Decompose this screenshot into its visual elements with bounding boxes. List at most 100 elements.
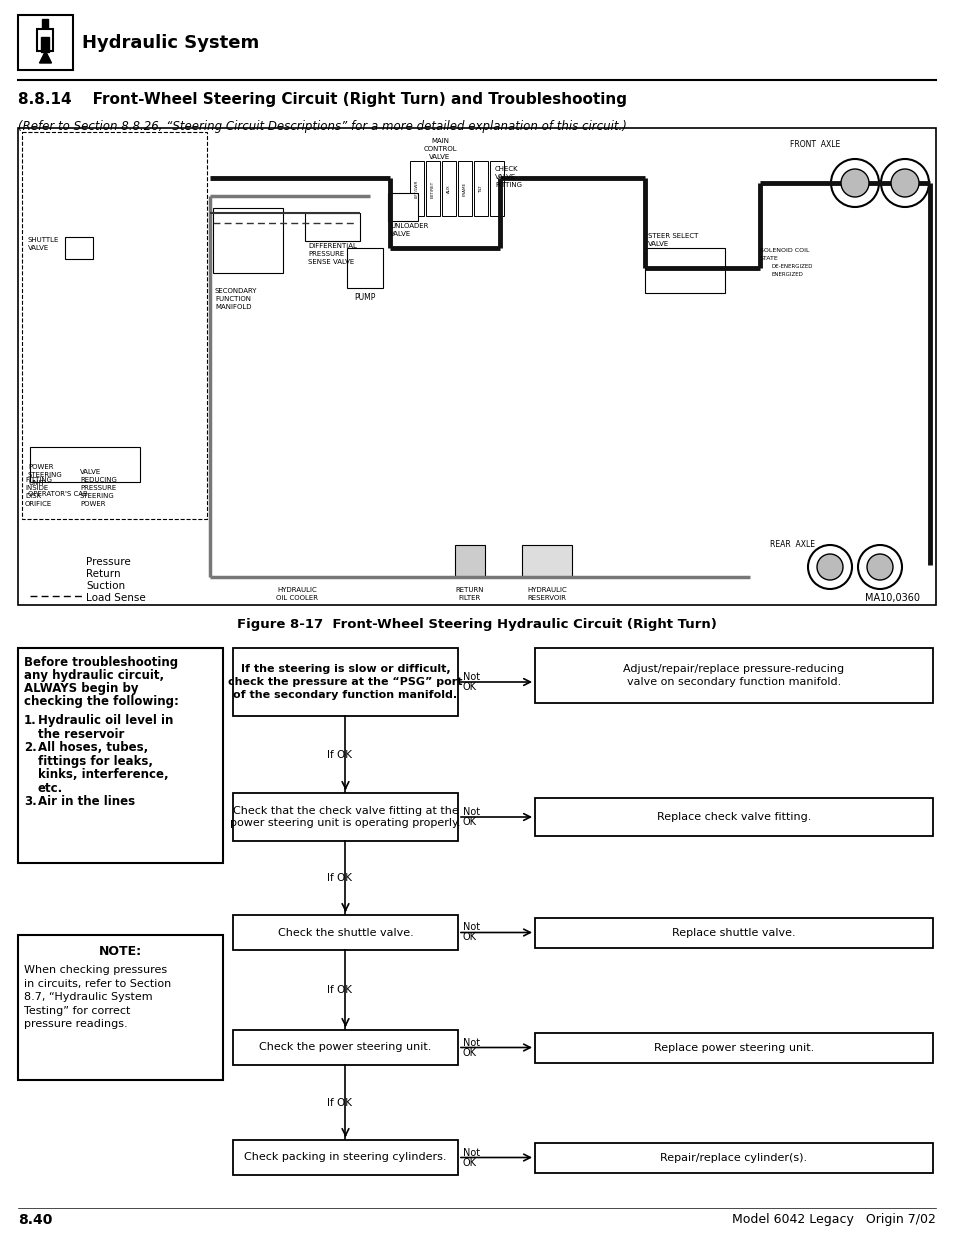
Text: VALVE: VALVE bbox=[80, 469, 101, 475]
Text: CONTROL: CONTROL bbox=[423, 146, 456, 152]
Text: SECONDARY: SECONDARY bbox=[214, 288, 257, 294]
FancyBboxPatch shape bbox=[490, 161, 503, 216]
Text: OPERATOR'S CAB: OPERATOR'S CAB bbox=[28, 492, 88, 496]
FancyBboxPatch shape bbox=[213, 207, 283, 273]
Text: UNIT: UNIT bbox=[28, 480, 45, 487]
FancyBboxPatch shape bbox=[535, 1032, 932, 1063]
Text: VALVE: VALVE bbox=[647, 241, 669, 247]
FancyBboxPatch shape bbox=[18, 15, 73, 70]
Text: If OK: If OK bbox=[327, 1098, 352, 1108]
Text: Replace shuttle valve.: Replace shuttle valve. bbox=[672, 927, 795, 939]
FancyBboxPatch shape bbox=[233, 793, 457, 841]
FancyBboxPatch shape bbox=[233, 915, 457, 950]
Text: FITTING: FITTING bbox=[495, 182, 521, 188]
Text: 1.: 1. bbox=[24, 714, 37, 727]
Text: Hydraulic System: Hydraulic System bbox=[82, 33, 259, 52]
FancyBboxPatch shape bbox=[388, 193, 417, 221]
FancyBboxPatch shape bbox=[18, 935, 223, 1079]
Text: MANIFOLD: MANIFOLD bbox=[214, 304, 252, 310]
Text: DE-ENERGIZED: DE-ENERGIZED bbox=[771, 264, 813, 269]
FancyBboxPatch shape bbox=[644, 248, 724, 293]
Text: If OK: If OK bbox=[327, 750, 352, 760]
Text: Check the power steering unit.: Check the power steering unit. bbox=[259, 1042, 432, 1052]
Circle shape bbox=[807, 545, 851, 589]
Text: RESERVOIR: RESERVOIR bbox=[527, 595, 566, 601]
Text: valve on secondary function manifold.: valve on secondary function manifold. bbox=[626, 677, 841, 687]
Circle shape bbox=[890, 169, 918, 198]
Text: VALVE: VALVE bbox=[495, 174, 516, 180]
Text: DIFFERENTIAL: DIFFERENTIAL bbox=[308, 243, 356, 249]
Text: OK: OK bbox=[462, 682, 476, 692]
FancyBboxPatch shape bbox=[30, 447, 140, 482]
Text: UNLOADER: UNLOADER bbox=[390, 224, 428, 228]
Bar bbox=[37, 28, 53, 51]
Text: of the secondary function manifold.: of the secondary function manifold. bbox=[233, 690, 457, 700]
FancyBboxPatch shape bbox=[305, 212, 359, 241]
Text: PRESSURE: PRESSURE bbox=[80, 485, 116, 492]
Text: Not: Not bbox=[462, 923, 479, 932]
Text: CHECK: CHECK bbox=[495, 165, 518, 172]
Bar bbox=[760, 272, 767, 277]
Text: fittings for leaks,: fittings for leaks, bbox=[38, 755, 152, 767]
Bar bbox=[283, 545, 289, 577]
Circle shape bbox=[857, 545, 901, 589]
Text: Suction: Suction bbox=[86, 580, 125, 592]
Text: Adjust/repair/replace pressure-reducing: Adjust/repair/replace pressure-reducing bbox=[622, 664, 843, 674]
Text: Check the shuttle valve.: Check the shuttle valve. bbox=[277, 927, 413, 937]
Text: STATE: STATE bbox=[760, 256, 778, 261]
Text: Check packing in steering cylinders.: Check packing in steering cylinders. bbox=[244, 1152, 446, 1162]
Text: If the steering is slow or difficult,: If the steering is slow or difficult, bbox=[240, 664, 450, 674]
Text: OK: OK bbox=[462, 932, 476, 942]
Text: ORIFICE: ORIFICE bbox=[25, 501, 52, 508]
Text: TILT: TILT bbox=[478, 185, 482, 193]
Text: Not: Not bbox=[462, 1147, 479, 1157]
Text: INSIDE: INSIDE bbox=[25, 485, 49, 492]
Text: Figure 8-17  Front-Wheel Steering Hydraulic Circuit (Right Turn): Figure 8-17 Front-Wheel Steering Hydraul… bbox=[236, 618, 717, 631]
Text: Air in the lines: Air in the lines bbox=[38, 795, 135, 808]
Text: STEERING: STEERING bbox=[80, 493, 114, 499]
FancyBboxPatch shape bbox=[441, 161, 456, 216]
Bar bbox=[30, 582, 82, 585]
Text: ENERGIZED: ENERGIZED bbox=[771, 272, 803, 277]
Text: HYDRAULIC: HYDRAULIC bbox=[527, 587, 566, 593]
Bar bbox=[298, 545, 305, 577]
Text: Pressure: Pressure bbox=[86, 557, 131, 567]
Bar bbox=[55, 394, 59, 399]
Text: the reservoir: the reservoir bbox=[38, 727, 124, 741]
FancyBboxPatch shape bbox=[22, 132, 207, 519]
Text: STEERING: STEERING bbox=[28, 472, 63, 478]
Text: PRESSURE: PRESSURE bbox=[308, 251, 344, 257]
Text: VALVE: VALVE bbox=[390, 231, 411, 237]
FancyBboxPatch shape bbox=[426, 161, 439, 216]
Bar bbox=[307, 545, 313, 577]
Text: NOTE:: NOTE: bbox=[99, 945, 142, 958]
Text: 3.: 3. bbox=[24, 795, 37, 808]
Text: etc.: etc. bbox=[38, 782, 63, 794]
FancyBboxPatch shape bbox=[18, 128, 935, 605]
Text: If OK: If OK bbox=[327, 986, 352, 995]
Text: Load Sense: Load Sense bbox=[86, 593, 146, 603]
Bar bbox=[55, 347, 59, 351]
FancyBboxPatch shape bbox=[474, 161, 488, 216]
Text: OK: OK bbox=[462, 818, 476, 827]
Text: REAR  AXLE: REAR AXLE bbox=[769, 540, 814, 550]
FancyBboxPatch shape bbox=[233, 1030, 457, 1065]
FancyBboxPatch shape bbox=[457, 161, 472, 216]
Text: (Refer to Section 8.8.26, “Steering Circuit Descriptions” for a more detailed ex: (Refer to Section 8.8.26, “Steering Circ… bbox=[18, 120, 626, 133]
Text: PUMP: PUMP bbox=[354, 293, 375, 303]
FancyBboxPatch shape bbox=[535, 1144, 932, 1173]
Text: SENSE VALVE: SENSE VALVE bbox=[308, 259, 354, 266]
Bar bbox=[314, 545, 320, 577]
Text: DISK: DISK bbox=[25, 493, 41, 499]
Bar bbox=[30, 558, 82, 563]
Text: VALVE: VALVE bbox=[429, 154, 450, 161]
Bar bbox=[42, 37, 50, 52]
FancyBboxPatch shape bbox=[65, 237, 92, 259]
FancyBboxPatch shape bbox=[455, 545, 484, 577]
Bar bbox=[291, 545, 296, 577]
Text: Return: Return bbox=[86, 569, 120, 579]
Text: POWER: POWER bbox=[80, 501, 106, 508]
Text: SHUTTLE: SHUTTLE bbox=[28, 237, 59, 243]
Text: MAIN: MAIN bbox=[431, 138, 449, 144]
Text: RETURN: RETURN bbox=[456, 587, 484, 593]
